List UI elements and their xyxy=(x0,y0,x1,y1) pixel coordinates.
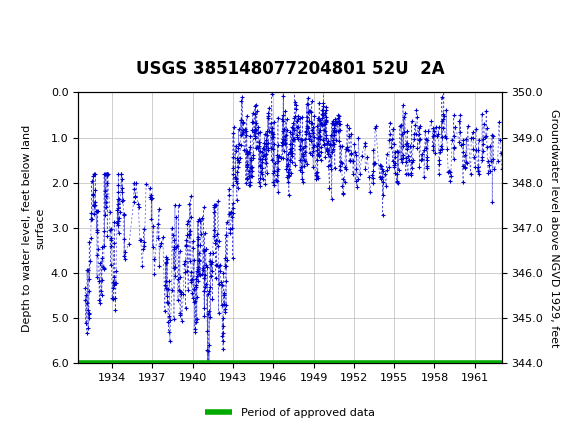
Text: USGS 385148077204801 52U  2A: USGS 385148077204801 52U 2A xyxy=(136,60,444,78)
Text: ≡USGS: ≡USGS xyxy=(9,15,85,34)
Y-axis label: Groundwater level above NGVD 1929, feet: Groundwater level above NGVD 1929, feet xyxy=(549,109,559,347)
Legend: Period of approved data: Period of approved data xyxy=(200,403,380,422)
Y-axis label: Depth to water level, feet below land
surface: Depth to water level, feet below land su… xyxy=(22,124,45,332)
